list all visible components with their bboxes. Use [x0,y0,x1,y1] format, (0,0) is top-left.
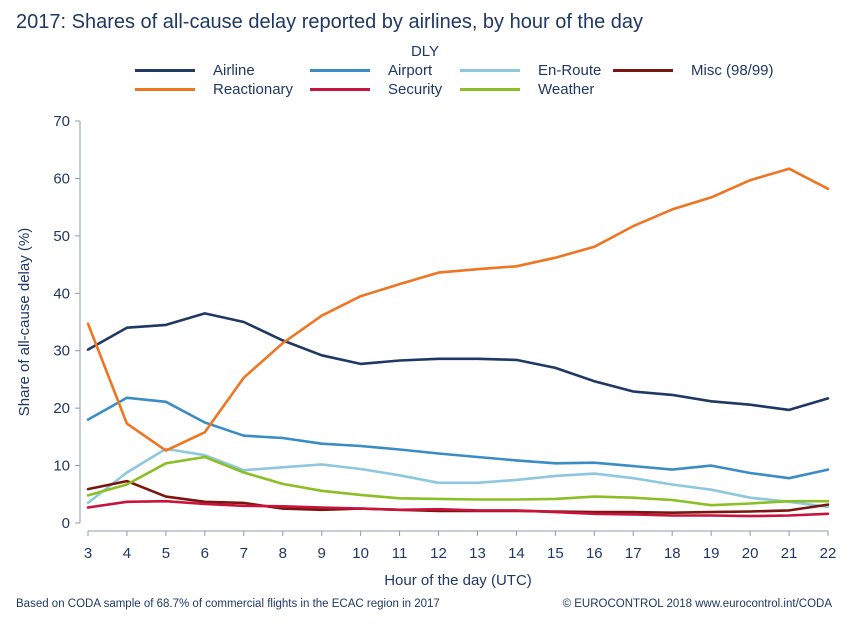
series-line-misc-98-99 [86,479,830,515]
x-tick-label: 17 [625,545,642,562]
x-tick-label: 3 [84,545,92,562]
y-tick-label: 0 [62,515,70,532]
legend-label: En-Route [538,62,602,79]
y-axis-label: Share of all-cause delay (%) [16,228,33,416]
footer-source-note: Based on CODA sample of 68.7% of commerc… [16,598,440,610]
x-tick-label: 21 [781,545,798,562]
series-line-en-route [86,447,830,509]
x-tick-label: 16 [586,545,603,562]
legend-swatch [135,88,195,91]
series-line-airline [86,312,830,412]
footer-copyright: © EUROCONTROL 2018 www.eurocontrol.int/C… [562,598,832,610]
series-line-reactionary [86,167,830,452]
x-tick-label: 10 [352,545,369,562]
y-tick-label: 60 [53,170,70,187]
x-tick-label: 6 [201,545,209,562]
legend-swatch [460,88,520,91]
x-tick-label: 19 [703,545,720,562]
y-tick-label: 50 [53,228,70,245]
legend-title: DLY [410,43,440,60]
x-tick-label: 5 [162,545,170,562]
legend-label: Security [388,81,443,98]
x-tick-label: 22 [820,545,837,562]
legend-item-misc-98-99: Misc (98/99) [613,62,774,79]
series-line-weather [86,455,830,507]
legend-label: Weather [538,81,595,98]
y-tick-label: 70 [53,113,70,130]
y-tick-label: 30 [53,343,70,360]
x-tick-label: 12 [430,545,447,562]
x-axis-label: Hour of the day (UTC) [384,572,532,589]
y-tick-label: 20 [53,400,70,417]
legend-swatch [613,69,673,72]
y-tick-label: 10 [53,458,70,475]
legend-item-reactionary: Reactionary [135,81,293,98]
x-tick-label: 18 [664,545,681,562]
x-tick-label: 11 [392,545,408,562]
x-tick-label: 9 [318,545,326,562]
legend-item-en-route: En-Route [460,62,601,79]
x-tick-label: 8 [279,545,287,562]
legend-label: Airport [388,62,433,79]
x-tick-label: 20 [742,545,759,562]
legend-swatch [310,69,370,72]
y-tick-label: 40 [53,285,70,302]
series-line-airport [86,396,830,480]
legend-label: Misc (98/99) [691,62,774,79]
x-tick-label: 7 [240,545,248,562]
legend-item-weather: Weather [460,81,594,98]
x-tick-label: 15 [547,545,564,562]
x-tick-label: 13 [469,545,486,562]
legend-item-airport: Airport [310,62,432,79]
legend-label: Reactionary [213,81,294,98]
x-tick-label: 14 [508,545,525,562]
legend-item-security: Security [310,81,442,98]
legend-label: Airline [213,62,255,79]
series-line-security [86,499,830,518]
legend-swatch [460,69,520,72]
chart-title: 2017: Shares of all-cause delay reported… [16,11,644,33]
x-tick-label: 4 [123,545,131,562]
legend-swatch [135,69,195,72]
legend-item-airline: Airline [135,62,255,79]
legend-swatch [310,88,370,91]
